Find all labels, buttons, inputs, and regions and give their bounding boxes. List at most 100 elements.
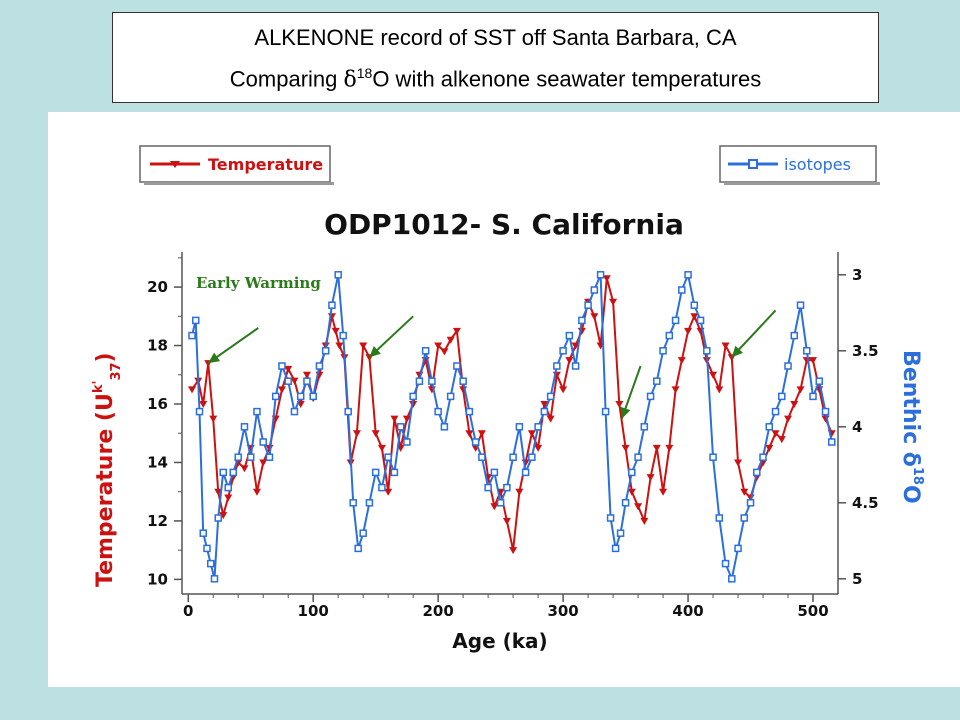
isotopes-point: [453, 362, 461, 370]
isotopes-point: [459, 377, 467, 385]
temperature-point: [359, 342, 368, 350]
isotopes-point: [354, 544, 362, 553]
isotopes-point: [296, 392, 305, 401]
isotopes-point: [428, 377, 436, 385]
temperature-point: [665, 444, 674, 452]
isotopes-point: [334, 271, 342, 279]
temperature-point: [434, 342, 443, 350]
warming-arrow-head: [620, 406, 631, 419]
temperature-point: [602, 275, 611, 283]
y2-axis-label: Benthic δ18O: [898, 350, 925, 504]
isotopes-point: [440, 423, 449, 431]
isotopes-point: [646, 392, 655, 401]
isotopes-point: [188, 331, 196, 340]
isotopes-point: [640, 423, 649, 431]
temperature-point: [199, 401, 208, 408]
isotopes-point: [265, 453, 274, 461]
isotopes-point: [559, 347, 567, 355]
temperature-point: [446, 336, 455, 344]
delta-symbol: δ: [343, 67, 357, 93]
isotopes-point: [534, 423, 542, 431]
isotopes-point: [696, 316, 705, 325]
isotopes-point: [703, 347, 711, 355]
legend-isotopes: isotopes: [719, 145, 880, 185]
isotopes-point: [390, 468, 399, 477]
y-axis-label-main: Temperature (U: [93, 393, 118, 587]
slide-subtitle: Comparing δ18O with alkenone seawater te…: [113, 65, 878, 92]
subtitle-sup: 18: [356, 65, 373, 81]
temperature-point: [440, 348, 449, 356]
isotopes-point: [465, 407, 474, 416]
isotopes-point: [746, 499, 755, 507]
isotopes-point: [344, 407, 352, 416]
isotopes-point: [509, 453, 517, 461]
isotopes-point: [321, 347, 330, 355]
isotopes-point: [446, 392, 455, 401]
chart-panel: Temperature isotopes ODP1012- S. Califor…: [48, 112, 960, 687]
temperature-point: [721, 342, 730, 350]
legend-isotopes-marker: [748, 159, 758, 169]
isotopes-point: [421, 347, 430, 355]
temperature-point: [709, 371, 718, 379]
isotopes-point: [210, 575, 219, 583]
isotopes-point: [396, 423, 405, 431]
temperature-point: [740, 488, 749, 496]
isotopes-point: [378, 483, 386, 492]
temperature-point: [809, 357, 818, 365]
isotopes-point: [528, 453, 536, 461]
temperature-point: [290, 377, 299, 385]
isotopes-point: [616, 529, 625, 537]
isotopes-point: [665, 331, 674, 340]
isotopes-point: [653, 377, 661, 385]
y2-tick-label: 3.5: [852, 342, 879, 360]
temperature-point: [527, 430, 536, 438]
isotopes-point: [471, 438, 480, 446]
isotopes-point: [259, 438, 267, 446]
isotopes-point: [606, 514, 615, 522]
y2-axis-label-sup: 18: [910, 467, 925, 485]
isotopes-point: [671, 316, 680, 325]
isotopes-point: [384, 453, 392, 461]
isotopes-point: [596, 271, 605, 279]
temperature-point: [302, 371, 311, 379]
isotopes-point: [206, 559, 215, 568]
temperature-point: [335, 342, 344, 350]
slide-title-box: ALKENONE record of SST off Santa Barbara…: [112, 12, 879, 103]
isotopes-point: [796, 301, 805, 309]
isotopes-point: [229, 468, 237, 477]
isotopes-point: [678, 286, 686, 294]
temperature-point: [634, 503, 643, 511]
x-tick-label: 100: [298, 602, 329, 620]
isotopes-point: [578, 316, 586, 325]
temperature-point: [590, 313, 599, 321]
temperature-point: [640, 517, 649, 525]
temperature-point: [502, 517, 511, 525]
temperature-point: [219, 512, 228, 520]
y-tick-label: 18: [147, 337, 168, 355]
temperature-point: [224, 494, 233, 502]
isotopes-point: [434, 407, 442, 416]
legend-temperature-label: Temperature: [208, 155, 323, 174]
isotopes-point: [815, 377, 824, 385]
temperature-point: [684, 327, 693, 335]
legend-temperature-marker: [170, 161, 180, 168]
temperature-point: [621, 444, 630, 452]
y2-axis-label-main: Benthic δ: [898, 350, 923, 467]
isotopes-point: [240, 423, 249, 431]
isotopes-point: [191, 316, 200, 325]
isotopes-point: [584, 301, 592, 309]
legend-isotopes-label: isotopes: [784, 155, 851, 174]
isotopes-point: [753, 468, 761, 477]
x-tick-label: 0: [183, 602, 193, 620]
isotopes-point: [315, 362, 324, 370]
isotopes-point: [715, 514, 724, 522]
isotopes-point: [628, 468, 636, 477]
temperature-point: [546, 415, 555, 423]
x-tick-label: 300: [547, 602, 578, 620]
isotopes-point: [253, 407, 261, 416]
isotopes-point: [590, 286, 599, 294]
warming-arrow-head: [369, 346, 381, 358]
y-axis-label-sub: 37: [109, 362, 124, 380]
isotopes-point: [611, 544, 620, 553]
y-tick-label: 16: [147, 395, 168, 413]
